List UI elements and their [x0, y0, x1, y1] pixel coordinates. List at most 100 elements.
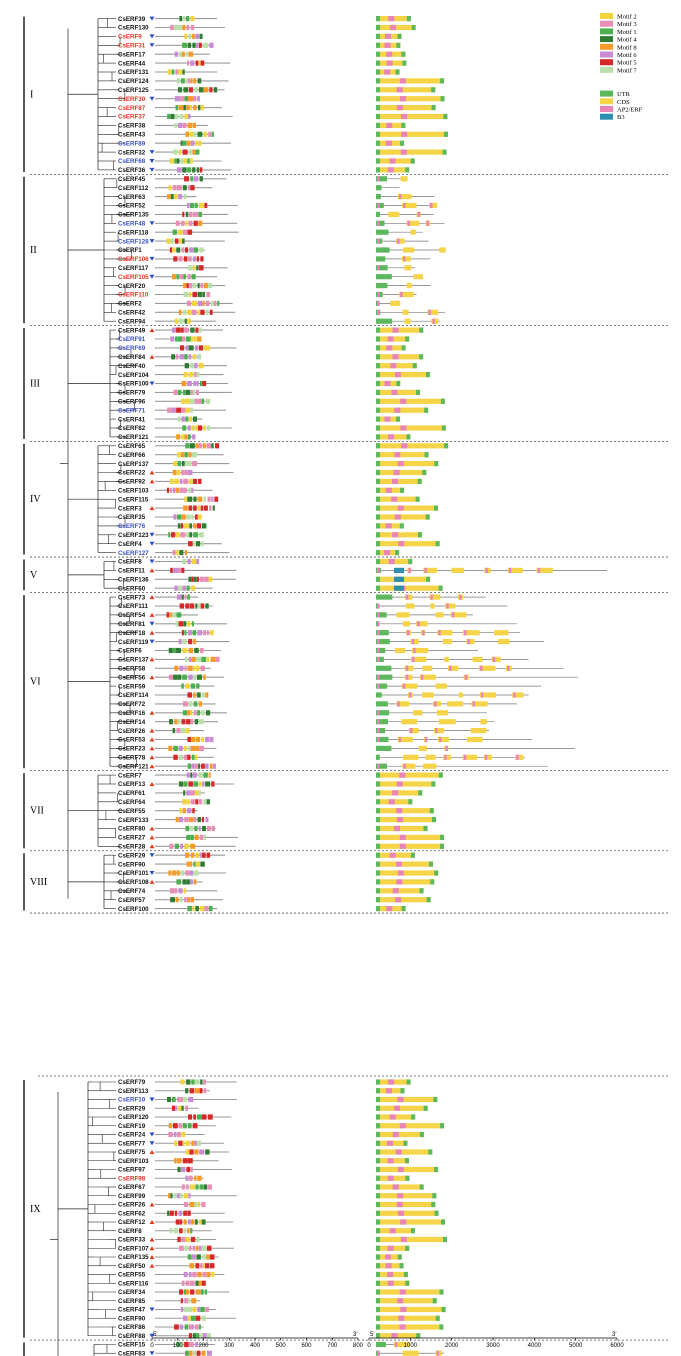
motif-box [187, 265, 193, 271]
motif-box [195, 906, 199, 912]
motif-box [180, 1341, 184, 1348]
motif-box [196, 42, 199, 48]
motif-box [176, 407, 182, 413]
motif-box [172, 728, 176, 734]
motif-box [167, 69, 172, 75]
utr-box [376, 852, 380, 858]
gene-label: CsERF135 [118, 1254, 149, 1261]
exon-box [430, 603, 435, 609]
motif-box [189, 416, 192, 422]
motif-box [209, 87, 213, 93]
motif-box [188, 1333, 193, 1339]
motif-box [199, 781, 202, 787]
motif-box [193, 781, 199, 787]
utr-box [405, 1175, 410, 1181]
ap2-domain-box [397, 1166, 404, 1173]
exon-box [421, 692, 434, 698]
ap2-domain-box [391, 1333, 398, 1339]
motif-box [177, 167, 182, 173]
ap2-domain-box [439, 736, 442, 743]
ap2-domain-box [485, 567, 488, 573]
up-triangle-marker [149, 568, 155, 573]
ap2-domain-box [392, 790, 399, 796]
motif-box [168, 674, 174, 680]
motif-box [186, 300, 192, 306]
b3-domain-box [394, 585, 404, 591]
up-triangle-marker [149, 746, 155, 751]
utr-box [435, 1315, 440, 1321]
ap2-domain-box [394, 452, 401, 458]
motif-box [182, 674, 188, 680]
motif-box [206, 1254, 210, 1260]
motif-box [176, 469, 181, 476]
exon-box [396, 701, 410, 707]
utr-box [376, 817, 380, 823]
motif-box [185, 852, 190, 858]
motif-box [200, 309, 205, 315]
ap2-domain-box [386, 345, 393, 351]
gene-label: CsERF67 [118, 1184, 146, 1191]
motif-box [185, 461, 188, 467]
ap2-domain-box [388, 16, 395, 22]
ap2-domain-box [395, 1149, 402, 1155]
utr-box [431, 87, 436, 93]
up-triangle-marker [149, 835, 155, 840]
exon-box [404, 594, 413, 600]
ap2-domain-box [397, 701, 400, 707]
motif-box [190, 78, 193, 84]
motif-box [192, 389, 196, 395]
motif-box [203, 630, 207, 636]
exon-box [512, 692, 524, 698]
utr-box [396, 380, 401, 387]
ap2-domain-box [399, 78, 406, 84]
motif-box [181, 719, 186, 725]
exon-box [376, 1210, 439, 1216]
motif-box [188, 51, 194, 57]
motif-box [186, 772, 190, 778]
motif-box [196, 167, 200, 173]
exon-box [376, 630, 389, 636]
motif-box [203, 87, 209, 93]
exon-box [376, 1166, 439, 1173]
motif-box [203, 834, 206, 840]
motif-box [170, 567, 173, 573]
motif-box [191, 1324, 194, 1330]
motif-box [199, 380, 203, 387]
motif-box [177, 1166, 181, 1173]
legend-swatch [600, 66, 613, 73]
ap2-domain-box [392, 532, 399, 538]
motif-box [202, 300, 205, 306]
utr-box [376, 105, 380, 111]
exon-box [491, 656, 501, 662]
motif-box [195, 514, 198, 520]
exon-box [450, 612, 467, 618]
exon-box [376, 1096, 438, 1103]
motif-box [193, 1114, 196, 1120]
ap2-domain-box [463, 630, 467, 636]
exon-box [376, 710, 390, 716]
motif-box [175, 1105, 178, 1111]
exon-box [429, 594, 441, 600]
motif-box [182, 647, 188, 654]
motif-box [207, 1184, 212, 1190]
group-labels: IIIIIIIVVVIVIIVIIIIXX [23, 16, 668, 1356]
exon-box [376, 1219, 446, 1225]
exon-box [376, 247, 390, 253]
exon-box [376, 469, 427, 476]
ap2-domain-box [400, 398, 407, 404]
motif-box [175, 105, 179, 111]
motif-box [182, 799, 188, 805]
motif-box [179, 1219, 183, 1225]
motif-box [173, 461, 177, 467]
motif-box [192, 211, 196, 217]
utr-box [376, 541, 380, 547]
ap2-domain-box [377, 300, 380, 306]
ap2-domain-box [413, 647, 416, 654]
ap2-domain-box [387, 1175, 394, 1181]
motif-box [207, 496, 211, 502]
ap2-domain-box [451, 612, 455, 618]
motif-box [188, 487, 192, 493]
exon-box [388, 211, 400, 217]
motif-box [182, 1158, 188, 1164]
exon-box [376, 256, 386, 262]
